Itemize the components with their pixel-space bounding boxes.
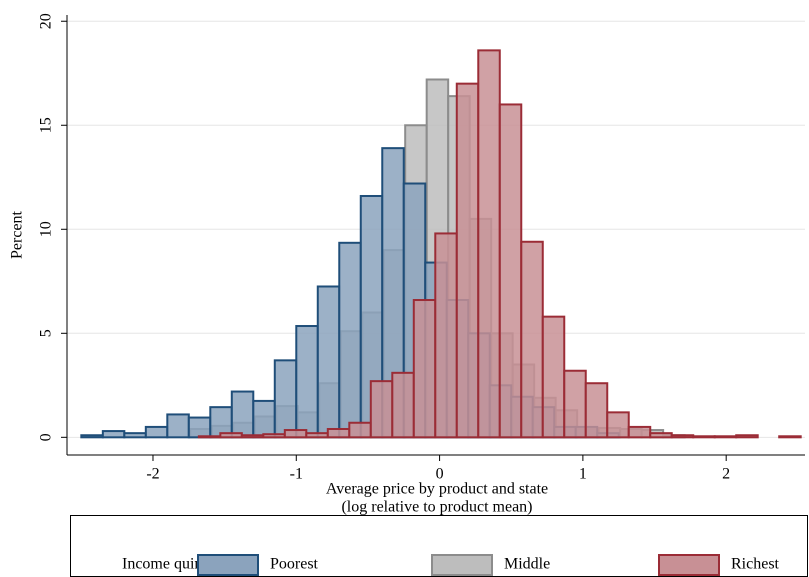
histogram-bar: [498, 103, 523, 439]
histogram-bar: [627, 425, 652, 439]
histogram-bar: [187, 416, 212, 439]
histogram-bar: [295, 325, 319, 439]
histogram-bar: [197, 435, 222, 439]
x-tick-label: 2: [722, 466, 730, 483]
legend-label: Poorest: [270, 556, 319, 573]
legend-swatch: [658, 554, 720, 576]
histogram-bar: [230, 390, 255, 439]
histogram-bar: [144, 425, 169, 439]
x-tick-label: -1: [290, 466, 303, 483]
histogram-bar: [692, 435, 716, 439]
histogram-bar: [649, 432, 673, 439]
histogram-bar: [80, 434, 104, 439]
y-tick-label: 20: [38, 13, 55, 29]
x-tick-label: -2: [146, 466, 159, 483]
y-tick-label: 0: [38, 433, 55, 441]
histogram-bar: [240, 434, 265, 439]
histogram-bar: [369, 380, 394, 439]
histogram-bar: [434, 232, 458, 439]
histogram-bar: [563, 369, 587, 439]
y-tick-label: 15: [38, 117, 55, 133]
y-axis-label: Percent: [9, 210, 26, 259]
histogram-bar: [412, 299, 437, 439]
legend-label: Middle: [504, 556, 550, 573]
histogram-bar: [606, 411, 630, 439]
histogram-bar: [735, 434, 759, 439]
histogram-bar: [391, 371, 415, 439]
histogram-bar: [166, 413, 190, 439]
histogram-bar: [262, 433, 286, 439]
histogram-bar: [477, 49, 501, 439]
histogram-bar: [455, 82, 480, 439]
histogram-bar: [338, 241, 362, 439]
histogram-bar: [219, 432, 243, 439]
histogram-bar: [283, 429, 308, 439]
histogram-bar: [305, 432, 329, 439]
histogram-bar: [252, 399, 276, 439]
histogram-bar: [670, 434, 695, 439]
histogram-bar: [316, 285, 341, 439]
y-tick-label: 5: [38, 329, 55, 337]
histogram-bar: [123, 432, 147, 439]
x-tick-label: 0: [436, 466, 444, 483]
histogram-bar: [584, 382, 609, 439]
histogram-bar: [713, 435, 738, 439]
histogram-bar: [541, 315, 566, 439]
y-tick-label: 10: [38, 221, 55, 237]
histogram-bar: [520, 240, 544, 439]
x-tick-label: 1: [579, 466, 587, 483]
histogram-bar: [348, 421, 372, 439]
histogram-bar: [273, 359, 298, 439]
x-axis-label: (log relative to product mean): [341, 499, 532, 516]
histogram-bar: [101, 430, 126, 439]
legend-swatch: [431, 554, 493, 576]
histogram-bar: [778, 435, 802, 439]
legend-label: Richest: [731, 556, 780, 573]
histogram-bar: [326, 427, 351, 439]
x-axis-label: Average price by product and state: [326, 481, 548, 498]
legend-swatch: [197, 554, 259, 576]
